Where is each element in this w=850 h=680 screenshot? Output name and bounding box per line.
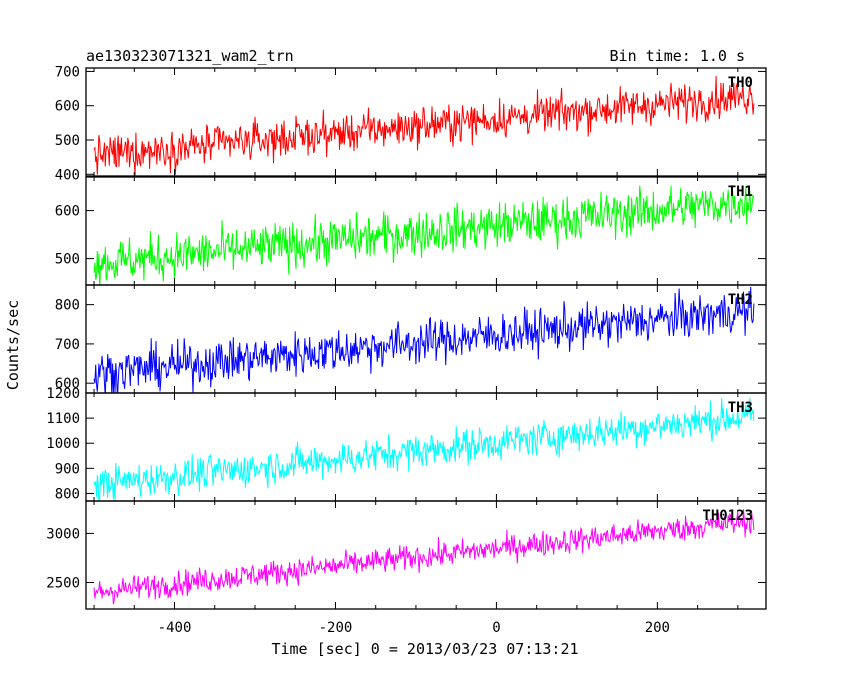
y-tick-label: 1000 [46,436,80,452]
y-tick-label: 500 [55,133,80,149]
series-label-th3: TH3 [728,400,753,416]
series-label-th1: TH1 [728,184,753,200]
y-tick-label: 2500 [46,575,80,591]
y-tick-label: 800 [55,486,80,502]
file-name-header: ae130323071321_wam2_trn [86,47,294,65]
y-tick-label: 600 [55,99,80,115]
panel-frame [85,67,767,177]
y-tick-label: 700 [55,337,80,353]
y-axis-title: Counts/sec [4,300,22,390]
y-tick-label: 700 [55,64,80,80]
x-axis: -400 -200 0 200 [158,620,670,636]
series-line-th0123 [93,509,755,605]
x-axis-title: Time [sec] 0 = 2013/03/23 07:13:21 [271,640,578,658]
series-line-th1 [93,184,755,285]
panel-th0123: 2500 3000 TH0123 [46,500,767,610]
bin-time-header: Bin time: 1.0 s [610,47,745,65]
panels: 400 500 600 700 TH0 500 600 TH1 600 700 800 TH2 800 9… [46,64,767,610]
y-tick-label: 1200 [46,386,80,402]
series-label-th2: TH2 [728,292,753,308]
y-tick-label: 1100 [46,411,80,427]
panel-th2: 600 700 800 TH2 [55,284,767,394]
y-tick-label: 600 [55,376,80,392]
series-label-th0: TH0 [728,75,753,91]
x-tick-label: 0 [492,620,500,636]
y-tick-label: 400 [55,167,80,183]
x-tick-label: -400 [158,620,192,636]
y-tick-label: 900 [55,461,80,477]
y-tick-label: 3000 [46,526,80,542]
panel-th1: 500 600 TH1 [55,176,767,286]
y-tick-label: 800 [55,298,80,314]
x-tick-label: -200 [319,620,353,636]
series-line-th0 [93,75,755,176]
series-line-th2 [93,286,755,393]
y-tick-label: 600 [55,204,80,220]
panel-frame [85,392,767,502]
panel-th3: 800 900 1000 1100 1200 TH3 [46,386,767,502]
y-tick-label: 500 [55,252,80,268]
series-line-th3 [93,397,755,501]
series-label-th0123: TH0123 [702,508,753,524]
x-tick-label: 200 [645,620,670,636]
panel-frame [85,500,767,610]
panel-th0: 400 500 600 700 TH0 [55,64,767,183]
